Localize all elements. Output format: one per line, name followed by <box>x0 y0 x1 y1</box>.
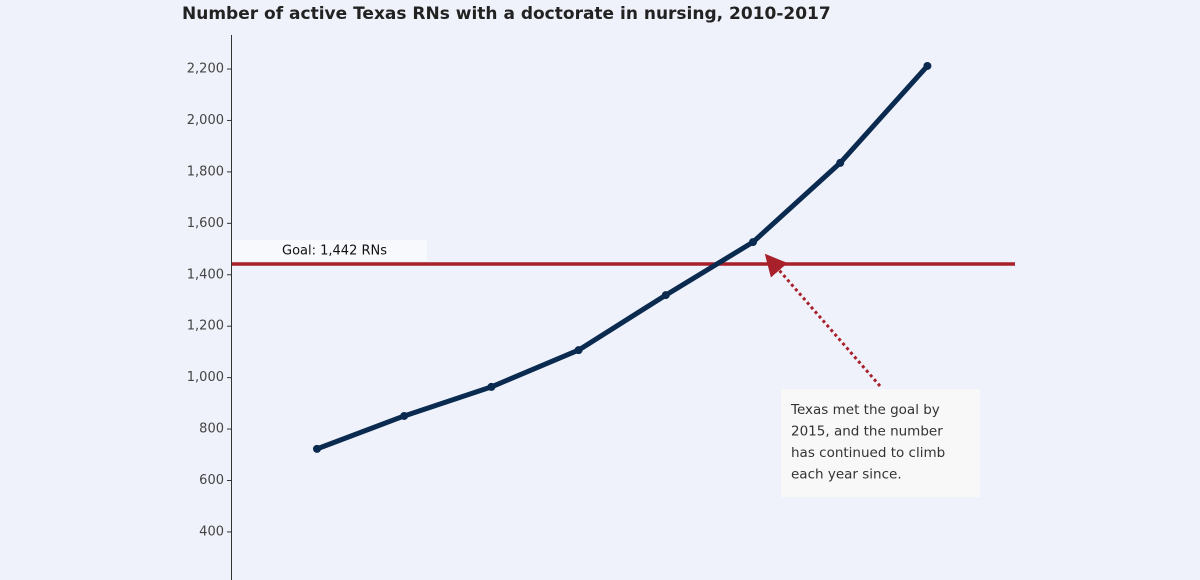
data-point <box>661 291 670 300</box>
data-point <box>836 158 845 167</box>
annotation-text: has continued to climb <box>791 445 945 461</box>
y-tick-label: 1,400 <box>187 267 224 282</box>
y-tick-label: 2,000 <box>187 113 224 128</box>
data-point <box>749 238 757 247</box>
annotation-text: 2015, and the number <box>791 424 943 440</box>
chart-title: Number of active Texas RNs with a doctor… <box>182 4 831 24</box>
data-point <box>574 346 583 355</box>
annotation-box <box>781 389 980 497</box>
data-point <box>923 61 932 70</box>
annotation-text: Texas met the goal by <box>790 402 940 418</box>
y-tick-label: 800 <box>199 422 224 437</box>
y-tick-label: 600 <box>199 473 224 488</box>
y-tick-label: 1,000 <box>187 370 224 385</box>
reference-label: Goal: 1,442 RNs <box>282 243 387 258</box>
y-tick-label: 1,600 <box>187 216 224 231</box>
y-tick-label: 400 <box>199 524 224 539</box>
data-point <box>313 444 321 453</box>
y-tick-label: 2,200 <box>187 62 224 77</box>
reference-label-bg <box>232 239 427 261</box>
y-tick-label: 1,200 <box>187 319 224 334</box>
data-line <box>316 64 930 452</box>
data-point <box>400 411 409 420</box>
annotation-text: each year since. <box>791 467 902 483</box>
data-point <box>487 382 496 391</box>
y-tick-label: 1,800 <box>187 164 224 179</box>
